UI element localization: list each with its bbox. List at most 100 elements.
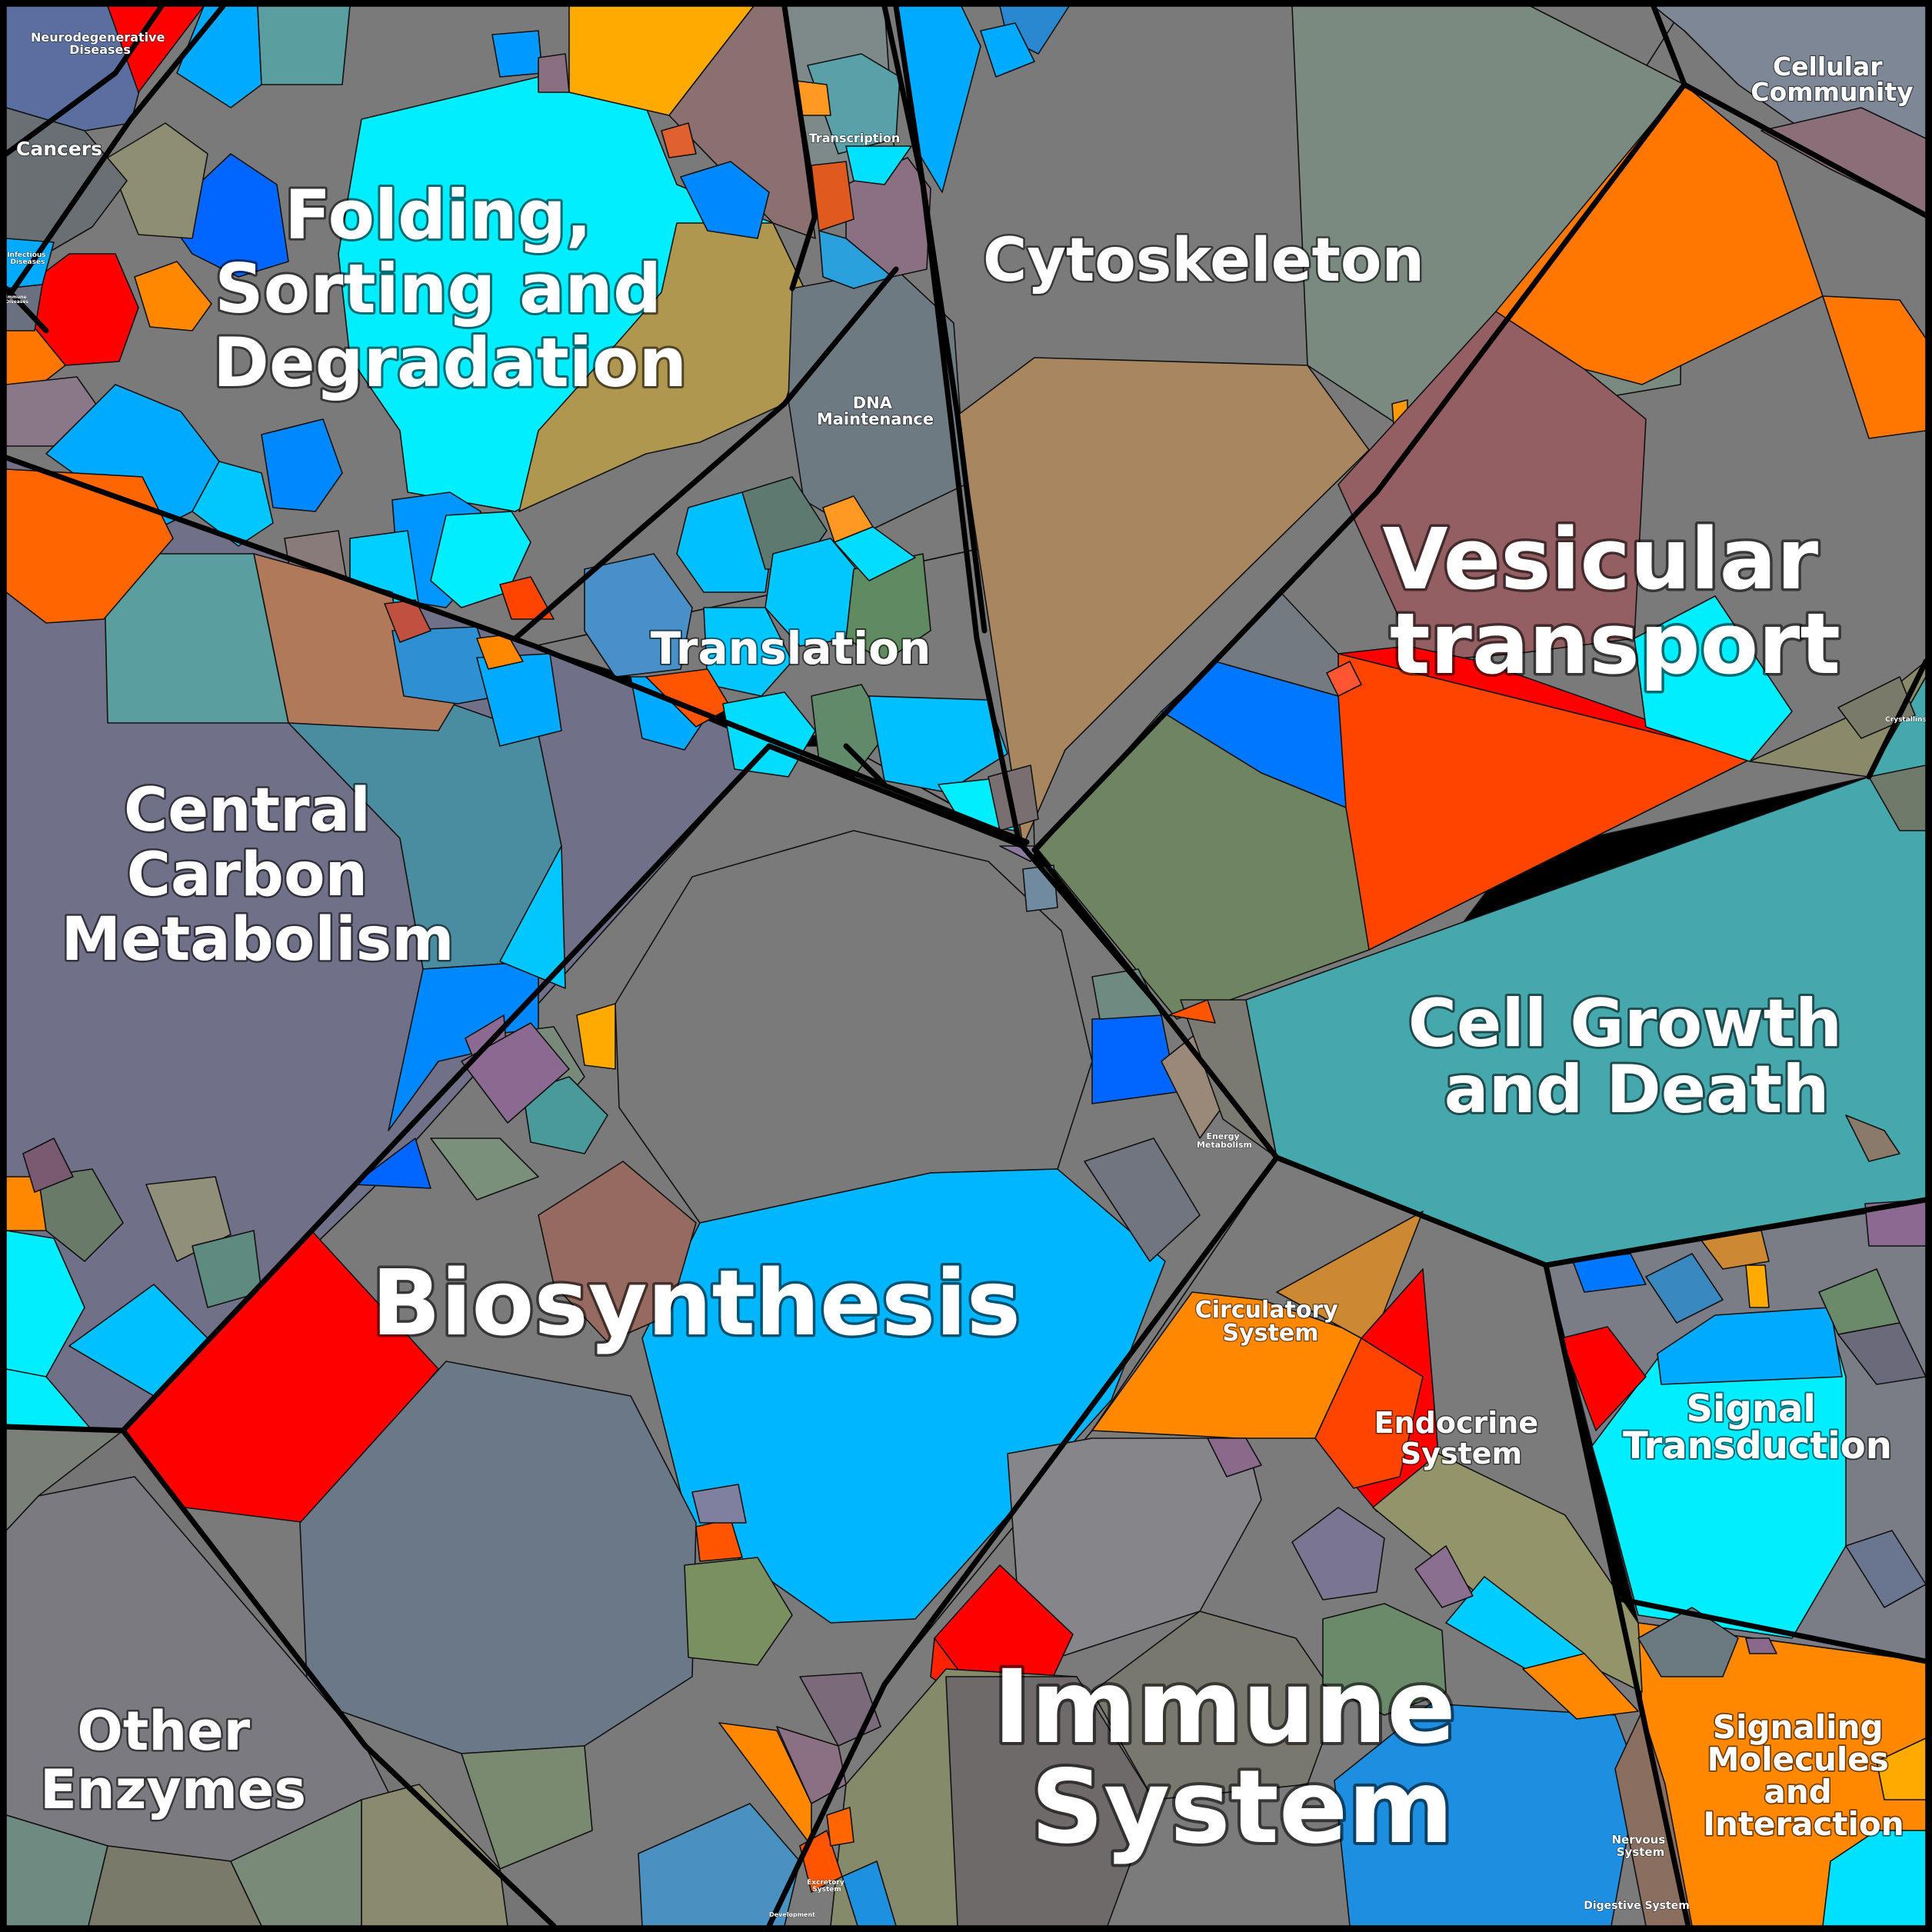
label-cancers: Cancers: [16, 138, 102, 160]
label-line: Maintenance: [817, 410, 934, 428]
cell: [811, 161, 854, 232]
label-line: System: [1401, 1437, 1522, 1471]
label-immune: Immune System: [993, 1648, 1491, 1867]
label-digestive: Digestive System: [1584, 1900, 1690, 1912]
label-line: Metabolism: [1197, 1140, 1252, 1150]
label-line: Cellular: [1773, 52, 1883, 82]
cell: [518, 222, 816, 512]
cell: [834, 526, 916, 581]
cell: [845, 145, 912, 185]
label-line: Central: [124, 776, 371, 845]
cell: [638, 1803, 801, 1927]
label-signaling-molecules: Signaling Molecules and Interaction: [1703, 1708, 1904, 1843]
border-line: [843, 743, 888, 788]
border-line: [3, 455, 1030, 845]
cell: [1522, 1653, 1639, 1720]
cell: [165, 153, 289, 278]
label-cellular-community: Cellular Community: [1750, 52, 1913, 107]
cell: [807, 53, 901, 155]
label-excretory: Excretory System: [807, 1879, 847, 1894]
label-line: Degradation: [213, 323, 687, 402]
label-signal-transduction: Signal Transduction: [1623, 1387, 1892, 1467]
cell: [1414, 1545, 1474, 1608]
border-line: [1651, 3, 1929, 218]
cell: [1038, 711, 1370, 1020]
cells-other-enzymes: [5, 1426, 508, 1927]
label-line: Transcription: [809, 131, 901, 145]
cell: [818, 230, 893, 289]
label-line: Immune: [993, 1648, 1456, 1767]
label-line: Diseases: [5, 299, 28, 305]
cells-translation: [584, 476, 1016, 831]
border-line: [1031, 82, 1687, 853]
label-line: Metabolism: [61, 905, 454, 974]
label-line: Enzymes: [40, 1758, 306, 1821]
cells-cytoskeleton: [895, 5, 1685, 847]
cell: [1561, 1326, 1647, 1431]
label-line: System: [1031, 1748, 1454, 1867]
label-dna-maintenance: DNA Maintenance: [817, 394, 934, 428]
label-line: Cancers: [16, 138, 102, 160]
cell: [257, 5, 351, 85]
cell: [1168, 999, 1216, 1024]
cells-misc: [999, 676, 1927, 1162]
label-other-enzymes: Other Enzymes: [40, 1700, 306, 1821]
label-line: System: [1617, 1845, 1664, 1859]
label-vesicular: Vesicular transport: [1383, 510, 1848, 693]
cell: [1634, 595, 1793, 762]
label-line: DNA: [853, 394, 893, 412]
border-line: [881, 3, 988, 634]
label-line: Other: [77, 1700, 250, 1763]
cell: [684, 1557, 793, 1666]
cell: [499, 845, 566, 989]
label-line: Folding,: [285, 175, 591, 255]
region-borders: [3, 3, 1929, 1929]
label-line: transport: [1390, 595, 1840, 693]
cell: [134, 261, 212, 331]
cells-dna-transcription: [784, 5, 966, 535]
border-line: [512, 266, 899, 641]
label-endocrine: Endocrine System: [1374, 1406, 1549, 1471]
cell: [799, 1672, 881, 1747]
cell: [868, 695, 1008, 793]
cell: [1614, 1710, 1693, 1927]
label-line: System: [1223, 1320, 1319, 1347]
cell: [1314, 1337, 1424, 1489]
cell: [1845, 1114, 1900, 1162]
label-line: Nervous: [1611, 1833, 1665, 1847]
border-line: [3, 3, 226, 303]
cell: [38, 1168, 124, 1262]
cell: [538, 1161, 697, 1343]
label-line: Excretory: [807, 1879, 844, 1887]
cell: [811, 684, 889, 778]
cell: [1326, 661, 1362, 697]
cell: [980, 22, 1035, 78]
label-line: Transduction: [1623, 1424, 1892, 1467]
label-line: Community: [1750, 77, 1913, 107]
label-nervous: Nervous System: [1611, 1833, 1669, 1859]
label-line: Carbon: [127, 841, 368, 910]
cells-signaling-molecules: [1614, 1607, 1927, 1927]
label-neurodegenerative: Neurodegenerative Diseases: [31, 30, 169, 57]
border-line: [766, 1154, 1280, 1929]
label-line: and: [1764, 1773, 1832, 1810]
border-line: [120, 743, 1026, 1434]
cell: [680, 161, 770, 239]
cell: [957, 357, 1370, 847]
label-line: Signaling: [1713, 1708, 1884, 1746]
label-line: Energy: [1206, 1131, 1239, 1141]
cell: [522, 1076, 608, 1154]
label-line: Neurodegenerative: [31, 30, 165, 45]
label-line: Endocrine: [1374, 1406, 1538, 1440]
label-line: Immune: [5, 295, 26, 300]
border-line: [1031, 847, 1157, 1003]
cell: [461, 1745, 593, 1870]
label-crystallins: Crystallins: [1885, 716, 1927, 724]
cell: [145, 1176, 232, 1262]
label-line: Cell Growth: [1408, 985, 1842, 1062]
cell: [538, 53, 570, 93]
cell: [1322, 1603, 1447, 1716]
cell: [1291, 1507, 1385, 1601]
